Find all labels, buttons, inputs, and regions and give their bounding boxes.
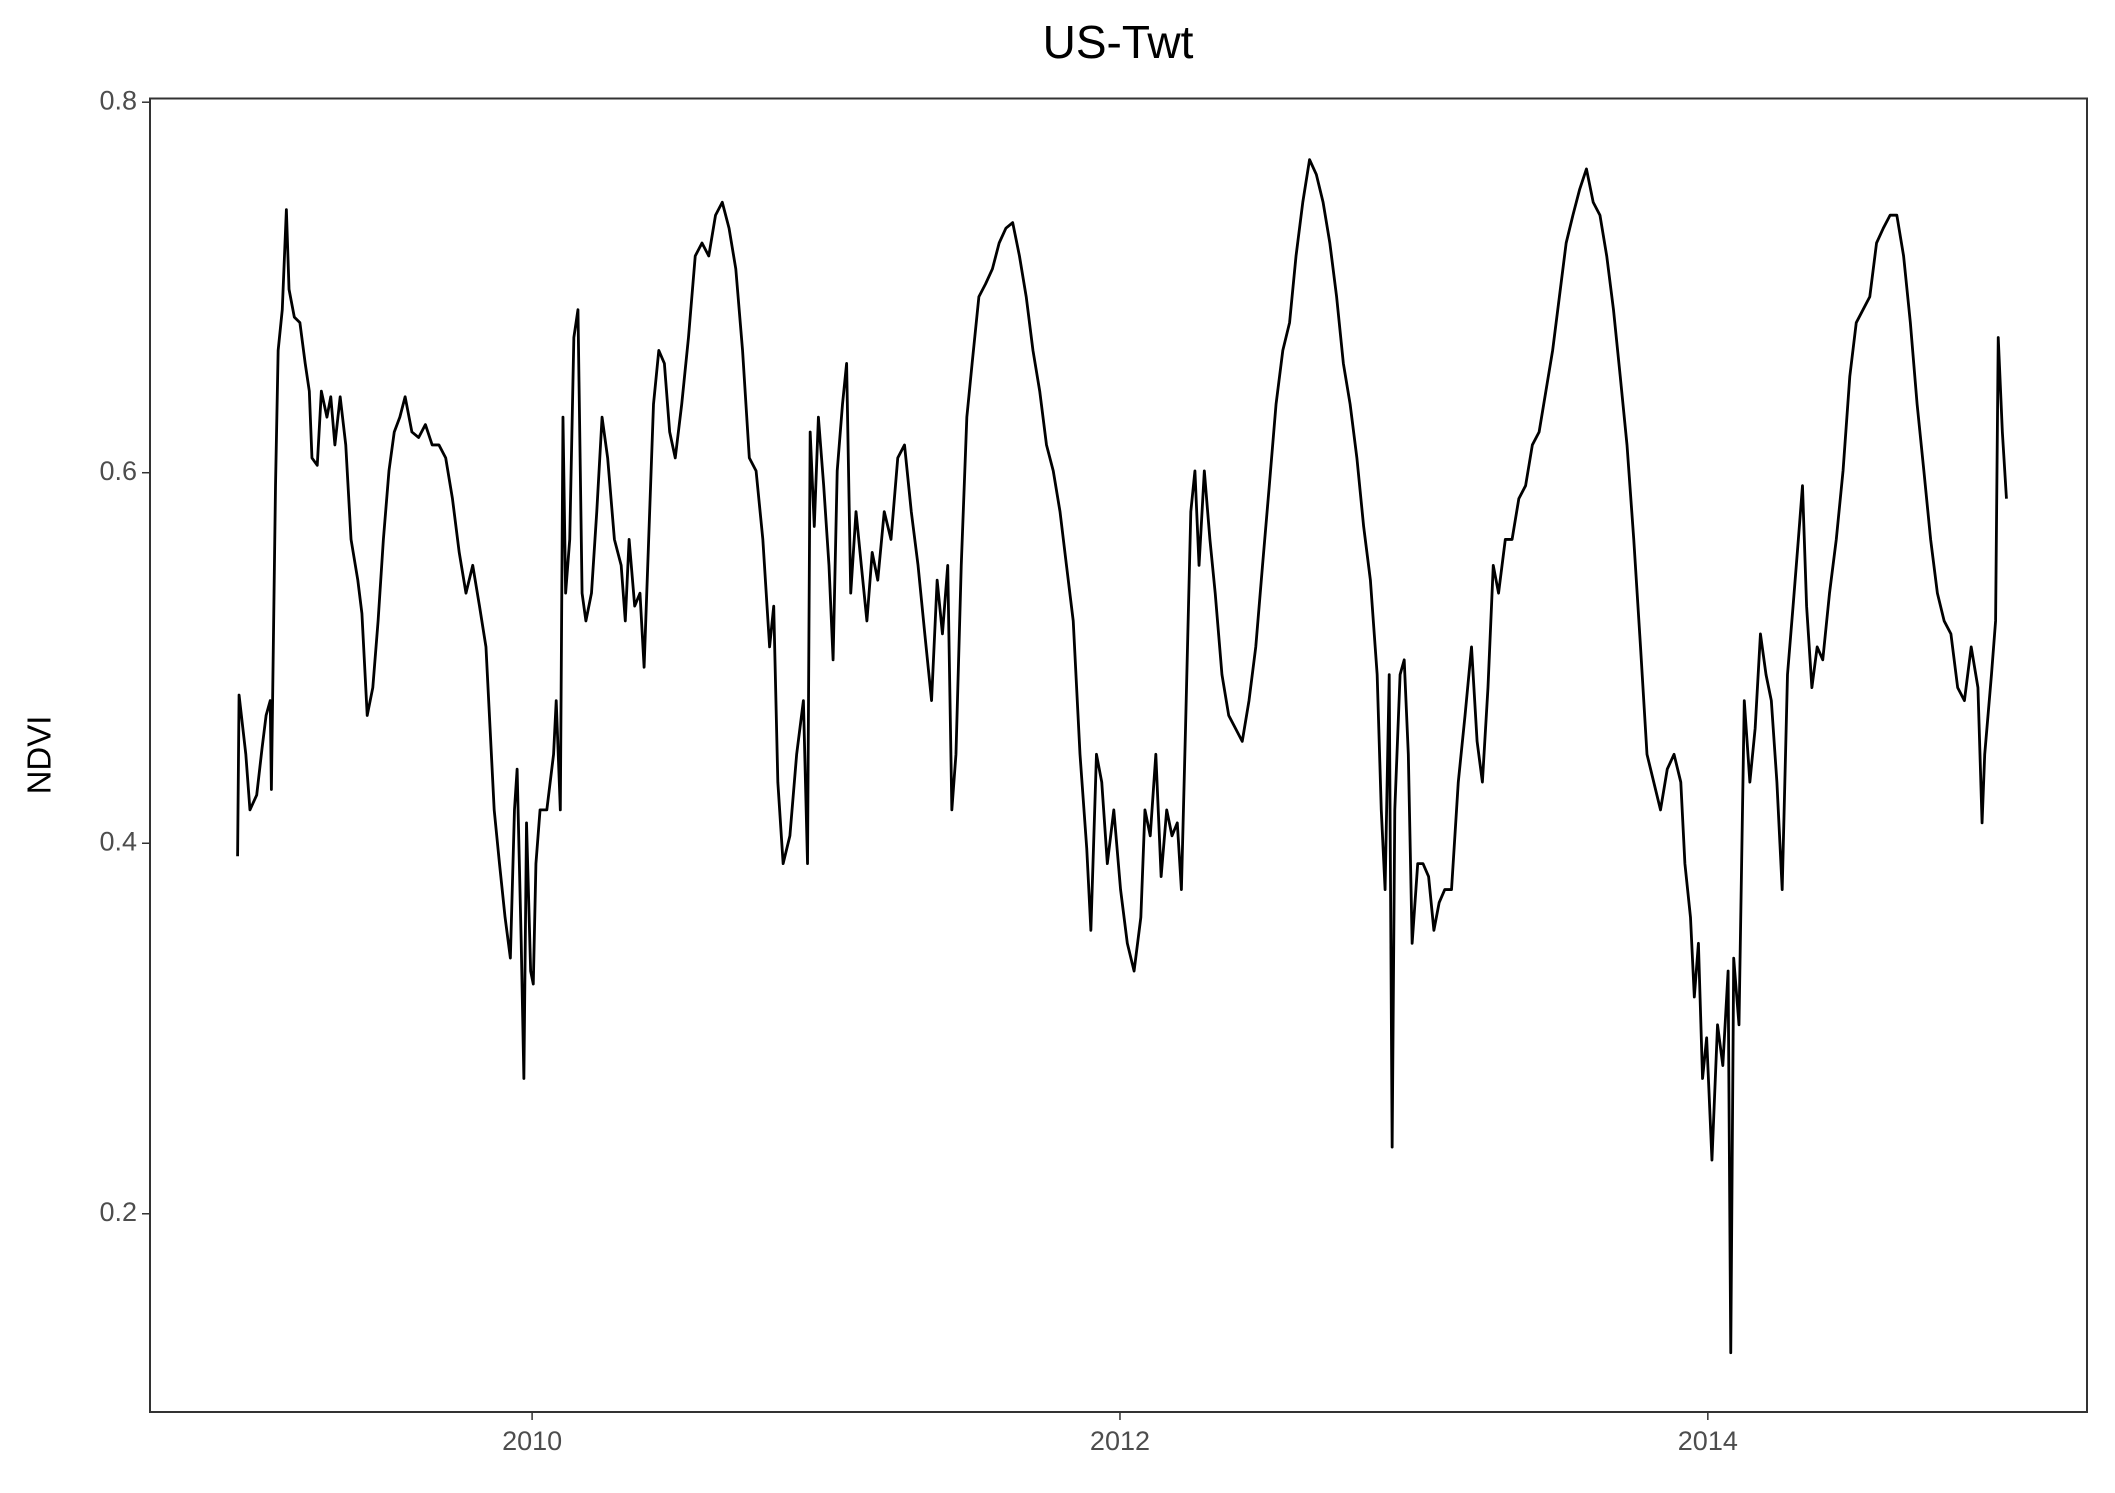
y-tick-label: 0.8: [99, 85, 137, 115]
y-axis-title: NDVI: [21, 716, 58, 795]
y-tick-label: 0.4: [99, 826, 137, 856]
x-tick-label: 2010: [502, 1426, 562, 1456]
y-tick-label: 0.6: [99, 456, 137, 486]
y-tick-label: 0.2: [99, 1197, 137, 1227]
panel-border: [149, 97, 2088, 1413]
x-tick-label: 2012: [1090, 1426, 1150, 1456]
x-tick-label: 2014: [1678, 1426, 1738, 1456]
data-line: [236, 158, 2008, 1355]
chart-title: US-Twt: [1043, 16, 1194, 68]
